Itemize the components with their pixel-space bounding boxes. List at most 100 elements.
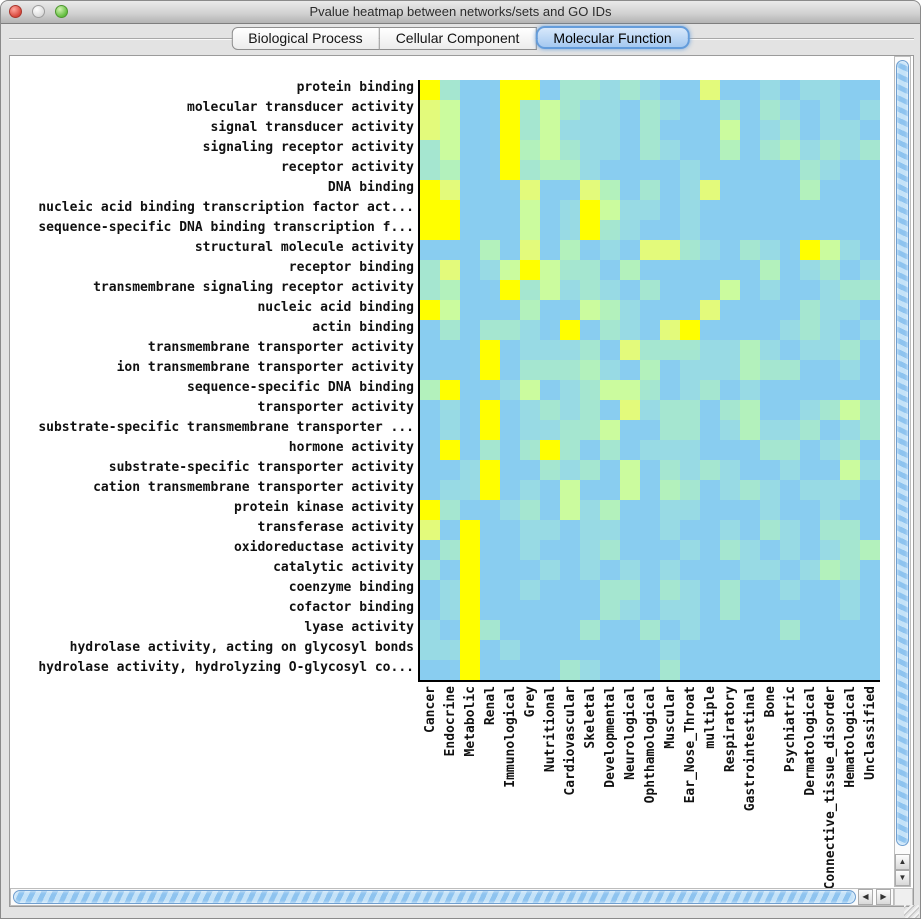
heatmap-cell [420, 200, 440, 220]
heatmap-cell [480, 300, 500, 320]
heatmap-cell [840, 500, 860, 520]
vertical-scrollbar[interactable]: ▲ ▼ [894, 56, 911, 887]
heatmap-cell [640, 300, 660, 320]
heatmap-cell [840, 380, 860, 400]
heatmap-cell [620, 80, 640, 100]
zoom-button[interactable] [55, 5, 68, 18]
row-label: transmembrane signaling receptor activit… [93, 280, 414, 295]
heatmap-cell [480, 580, 500, 600]
heatmap-cell [520, 640, 540, 660]
tab-molecular-function[interactable]: Molecular Function [535, 26, 690, 49]
col-label: multiple [703, 686, 718, 749]
scroll-right-button[interactable]: ▶ [876, 889, 891, 905]
heatmap-cell [460, 140, 480, 160]
heatmap-cell [580, 80, 600, 100]
heatmap-cell [420, 260, 440, 280]
heatmap-cell [600, 360, 620, 380]
heatmap-cell [800, 240, 820, 260]
scroll-down-button[interactable]: ▼ [895, 870, 910, 886]
heatmap-cell [860, 560, 880, 580]
heatmap-cell [560, 360, 580, 380]
heatmap-cell [700, 320, 720, 340]
heatmap-cell [540, 560, 560, 580]
heatmap-cell [660, 640, 680, 660]
heatmap-cell [700, 400, 720, 420]
heatmap-cell [480, 660, 500, 680]
heatmap-cell [540, 280, 560, 300]
heatmap-cell [560, 100, 580, 120]
vertical-scroll-thumb[interactable] [896, 60, 909, 846]
heatmap-cell [580, 460, 600, 480]
heatmap-cell [720, 600, 740, 620]
heatmap-cell [840, 200, 860, 220]
heatmap-cell [780, 520, 800, 540]
heatmap-cell [600, 440, 620, 460]
heatmap-cell [820, 460, 840, 480]
heatmap-cell [500, 380, 520, 400]
scroll-up-button[interactable]: ▲ [895, 854, 910, 870]
heatmap-cell [480, 380, 500, 400]
heatmap-cell [720, 480, 740, 500]
heatmap-cell [600, 640, 620, 660]
heatmap-cell [480, 620, 500, 640]
heatmap-cell [760, 220, 780, 240]
heatmap-cell [860, 660, 880, 680]
window-titlebar[interactable]: Pvalue heatmap between networks/sets and… [1, 1, 920, 24]
heatmap-cell [620, 320, 640, 340]
heatmap-cell [620, 260, 640, 280]
heatmap-cell [580, 180, 600, 200]
heatmap-cell [800, 440, 820, 460]
heatmap-cell [820, 240, 840, 260]
heatmap-cell [560, 440, 580, 460]
heatmap-cell [800, 100, 820, 120]
heatmap-cell [860, 500, 880, 520]
heatmap-cell [620, 360, 640, 380]
heatmap-cell [560, 600, 580, 620]
heatmap-cell [800, 340, 820, 360]
heatmap-cell [480, 440, 500, 460]
row-label: lyase activity [304, 620, 414, 635]
heatmap-cell [500, 420, 520, 440]
heatmap-cell [540, 520, 560, 540]
heatmap-cell [680, 320, 700, 340]
heatmap-cell [540, 620, 560, 640]
minimize-button[interactable] [32, 5, 45, 18]
heatmap-cell [840, 180, 860, 200]
resize-grip[interactable] [904, 905, 919, 918]
heatmap-cell [440, 140, 460, 160]
horizontal-scrollbar[interactable]: ◀ ▶ [10, 888, 894, 906]
heatmap-cell [760, 200, 780, 220]
heatmap-cell [740, 360, 760, 380]
tab-cellular-component[interactable]: Cellular Component [379, 27, 537, 50]
scroll-left-button[interactable]: ◀ [858, 889, 873, 905]
horizontal-scroll-thumb[interactable] [13, 890, 856, 904]
row-label: receptor binding [288, 260, 414, 275]
row-label: actin binding [312, 320, 414, 335]
heatmap-cell [680, 400, 700, 420]
heatmap-cell [700, 600, 720, 620]
heatmap-cell [620, 640, 640, 660]
heatmap-cell [720, 360, 740, 380]
close-button[interactable] [9, 5, 22, 18]
heatmap-cell [680, 380, 700, 400]
heatmap-cell [660, 440, 680, 460]
heatmap-cell [600, 540, 620, 560]
heatmap-cell [440, 80, 460, 100]
heatmap-cell [760, 120, 780, 140]
heatmap-cell [560, 240, 580, 260]
heatmap-cell [700, 80, 720, 100]
heatmap-cell [840, 80, 860, 100]
heatmap-cell [820, 220, 840, 240]
heatmap-cell [620, 180, 640, 200]
heatmap-cell [420, 100, 440, 120]
heatmap-cell [600, 240, 620, 260]
heatmap-cell [680, 440, 700, 460]
tab-biological-process[interactable]: Biological Process [231, 27, 380, 50]
heatmap-cell [680, 480, 700, 500]
heatmap-cell [440, 440, 460, 460]
heatmap-cell [480, 420, 500, 440]
heatmap-cell [620, 380, 640, 400]
heatmap-cell [600, 380, 620, 400]
heatmap-cell [480, 200, 500, 220]
heatmap-cell [420, 160, 440, 180]
